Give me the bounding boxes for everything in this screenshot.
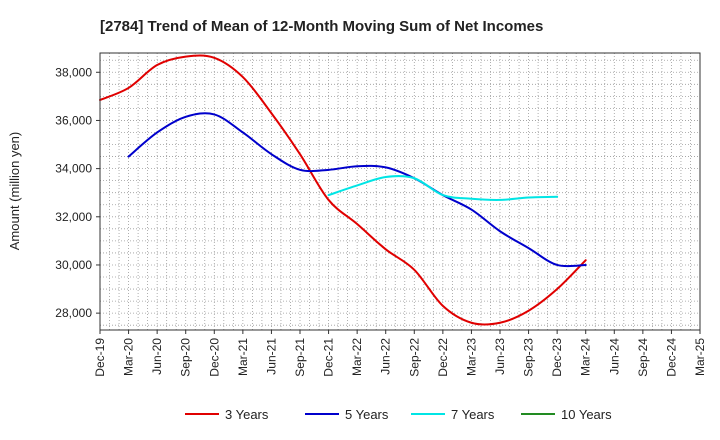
x-tick-label: Dec-21 bbox=[322, 338, 336, 377]
series-lines bbox=[99, 54, 587, 326]
x-tick-label: Jun-23 bbox=[493, 338, 507, 375]
legend-label-3-years: 3 Years bbox=[225, 407, 269, 422]
x-tick-label: Mar-22 bbox=[350, 338, 364, 376]
legend: 3 Years 5 Years 7 Years 10 Years bbox=[185, 407, 612, 422]
x-tick-label: Sep-22 bbox=[407, 338, 421, 377]
x-tick-label: Sep-23 bbox=[522, 338, 536, 377]
plot-frame bbox=[99, 52, 701, 331]
y-tick-label: 28,000 bbox=[55, 306, 92, 320]
x-tick-label: Mar-24 bbox=[579, 338, 593, 376]
y-axis-ticks: 28,000 30,000 32,000 34,000 36,000 38,000 bbox=[55, 65, 100, 320]
y-tick-label: 36,000 bbox=[55, 113, 92, 127]
y-tick-label: 32,000 bbox=[55, 210, 92, 224]
x-tick-label: Jun-24 bbox=[607, 338, 621, 375]
x-tick-label: Jun-20 bbox=[150, 338, 164, 375]
x-tick-label: Mar-21 bbox=[236, 338, 250, 376]
x-axis-ticks: Dec-19 Mar-20 Jun-20 Sep-20 Dec-20 Mar-21 Jun-… bbox=[93, 330, 707, 377]
y-axis-label: Amount (million yen) bbox=[7, 132, 22, 251]
x-tick-label: Mar-23 bbox=[464, 338, 478, 376]
x-tick-label: Dec-20 bbox=[207, 338, 221, 377]
x-tick-label: Mar-25 bbox=[693, 338, 707, 376]
x-tick-label: Mar-20 bbox=[122, 338, 136, 376]
x-tick-label: Dec-23 bbox=[550, 338, 564, 377]
x-tick-label: Dec-22 bbox=[436, 338, 450, 377]
series-line-5-years bbox=[127, 112, 587, 268]
x-tick-label: Sep-20 bbox=[179, 338, 193, 377]
grid bbox=[100, 53, 700, 330]
legend-label-5-years: 5 Years bbox=[345, 407, 389, 422]
x-tick-label: Dec-24 bbox=[664, 338, 678, 377]
y-tick-label: 34,000 bbox=[55, 162, 92, 176]
x-tick-label: Jun-21 bbox=[264, 338, 278, 375]
series-line-3-years bbox=[99, 54, 587, 326]
series-line-7-years bbox=[327, 175, 559, 201]
x-tick-label: Sep-24 bbox=[636, 338, 650, 377]
legend-label-7-years: 7 Years bbox=[451, 407, 495, 422]
y-tick-label: 30,000 bbox=[55, 258, 92, 272]
chart-title: [2784] Trend of Mean of 12-Month Moving … bbox=[100, 18, 543, 35]
x-tick-label: Dec-19 bbox=[93, 338, 107, 377]
x-tick-label: Jun-22 bbox=[379, 338, 393, 375]
x-tick-label: Sep-21 bbox=[293, 338, 307, 377]
legend-label-10-years: 10 Years bbox=[561, 407, 612, 422]
y-tick-label: 38,000 bbox=[55, 65, 92, 79]
